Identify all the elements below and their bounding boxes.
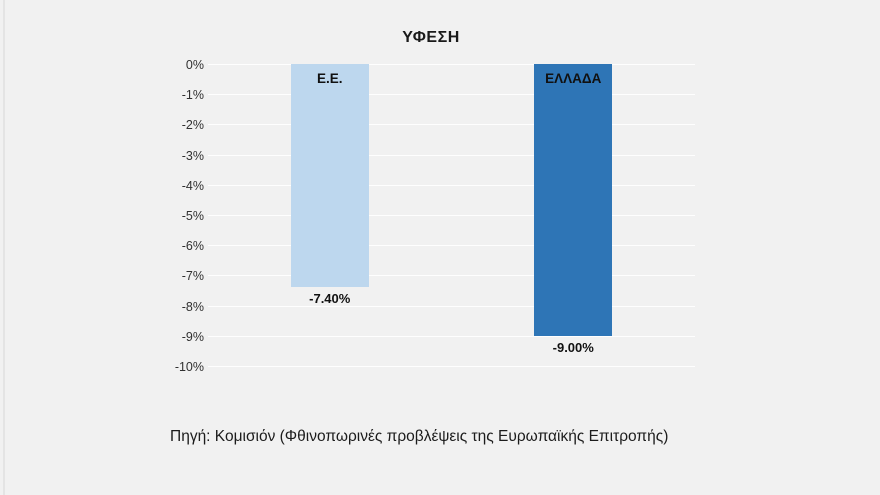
gridline [208, 366, 695, 367]
y-axis-tick-label: 0% [185, 58, 204, 72]
y-axis-tick-label: -4% [181, 178, 204, 193]
y-axis-tick-label: -1% [181, 88, 204, 103]
plot-area: Ε.Ε. -7.40% ΕΛΛΑΔΑ -9.00% [208, 64, 695, 367]
gridline [208, 245, 695, 247]
bar-2: ΕΛΛΑΔΑ [534, 64, 613, 336]
bar-1: Ε.Ε. [290, 64, 369, 288]
gridline [208, 305, 695, 307]
gridline [208, 124, 695, 126]
y-axis-tick-label: -5% [181, 209, 204, 223]
source-note: Πηγή: Κομισιόν (Φθινοπωρινές προβλέψεις … [170, 428, 669, 445]
gridline [208, 335, 695, 337]
gridline [208, 64, 695, 65]
bar-category-label: Ε.Ε. [316, 71, 343, 86]
bar-category-label: ΕΛΛΑΔΑ [545, 71, 602, 86]
y-axis-tick-label: -3% [181, 148, 204, 163]
y-axis-tick-label: -8% [181, 299, 204, 314]
chart-title: ΥΦΕΣΗ [402, 29, 460, 46]
bar-value-label: -9.00% [552, 339, 594, 355]
gridline [208, 215, 695, 216]
gridline [208, 275, 695, 277]
left-edge-divider [3, 0, 5, 495]
y-axis-tick-label: -7% [181, 269, 204, 284]
y-axis-tick-label: -2% [181, 118, 204, 133]
gridline [208, 154, 695, 156]
y-axis-tick-label: -10% [174, 360, 204, 374]
gridline [208, 94, 695, 96]
bar-value-label: -7.40% [309, 291, 351, 307]
y-axis-tick-label: -6% [181, 239, 204, 254]
gridline [208, 184, 695, 186]
y-axis-tick-label: -9% [181, 329, 204, 344]
